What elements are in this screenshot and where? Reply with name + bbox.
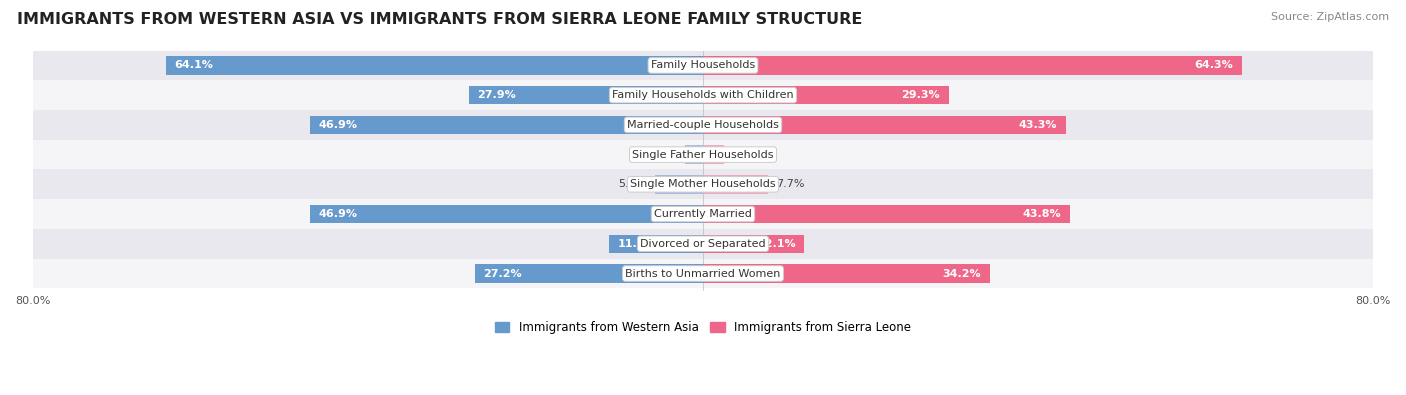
Bar	[32, 169, 1374, 199]
Text: 12.1%: 12.1%	[758, 239, 796, 249]
Bar	[703, 56, 1241, 75]
Text: Single Mother Households: Single Mother Households	[630, 179, 776, 189]
Text: 2.5%: 2.5%	[733, 150, 761, 160]
Text: 11.2%: 11.2%	[617, 239, 657, 249]
Text: Single Father Households: Single Father Households	[633, 150, 773, 160]
Text: 29.3%: 29.3%	[901, 90, 941, 100]
Text: Births to Unmarried Women: Births to Unmarried Women	[626, 269, 780, 278]
Text: Family Households: Family Households	[651, 60, 755, 70]
Bar	[32, 110, 1374, 140]
Bar	[609, 235, 703, 253]
Text: 46.9%: 46.9%	[318, 120, 357, 130]
Bar	[32, 140, 1374, 169]
Text: IMMIGRANTS FROM WESTERN ASIA VS IMMIGRANTS FROM SIERRA LEONE FAMILY STRUCTURE: IMMIGRANTS FROM WESTERN ASIA VS IMMIGRAN…	[17, 12, 862, 27]
Text: 64.1%: 64.1%	[174, 60, 214, 70]
Text: 64.3%: 64.3%	[1195, 60, 1233, 70]
Bar	[311, 205, 703, 223]
Text: 7.7%: 7.7%	[776, 179, 804, 189]
Bar	[703, 145, 724, 164]
Text: 43.3%: 43.3%	[1019, 120, 1057, 130]
Text: 2.1%: 2.1%	[648, 150, 678, 160]
Bar	[166, 56, 703, 75]
Bar	[703, 235, 804, 253]
Bar	[470, 86, 703, 104]
Text: Divorced or Separated: Divorced or Separated	[640, 239, 766, 249]
Text: 34.2%: 34.2%	[942, 269, 981, 278]
Bar	[703, 205, 1070, 223]
Text: Source: ZipAtlas.com: Source: ZipAtlas.com	[1271, 12, 1389, 22]
Text: 5.7%: 5.7%	[619, 179, 647, 189]
Bar	[32, 259, 1374, 288]
Bar	[703, 116, 1066, 134]
Bar	[32, 51, 1374, 80]
Text: Married-couple Households: Married-couple Households	[627, 120, 779, 130]
Bar	[703, 175, 768, 194]
Bar	[475, 264, 703, 283]
Bar	[703, 264, 990, 283]
Text: 27.9%: 27.9%	[478, 90, 516, 100]
Bar	[655, 175, 703, 194]
Bar	[32, 199, 1374, 229]
Text: 43.8%: 43.8%	[1024, 209, 1062, 219]
Text: Currently Married: Currently Married	[654, 209, 752, 219]
Bar	[703, 86, 949, 104]
Bar	[311, 116, 703, 134]
Text: Family Households with Children: Family Households with Children	[612, 90, 794, 100]
Bar	[685, 145, 703, 164]
Legend: Immigrants from Western Asia, Immigrants from Sierra Leone: Immigrants from Western Asia, Immigrants…	[491, 316, 915, 339]
Text: 46.9%: 46.9%	[318, 209, 357, 219]
Text: 27.2%: 27.2%	[484, 269, 522, 278]
Bar	[32, 80, 1374, 110]
Bar	[32, 229, 1374, 259]
